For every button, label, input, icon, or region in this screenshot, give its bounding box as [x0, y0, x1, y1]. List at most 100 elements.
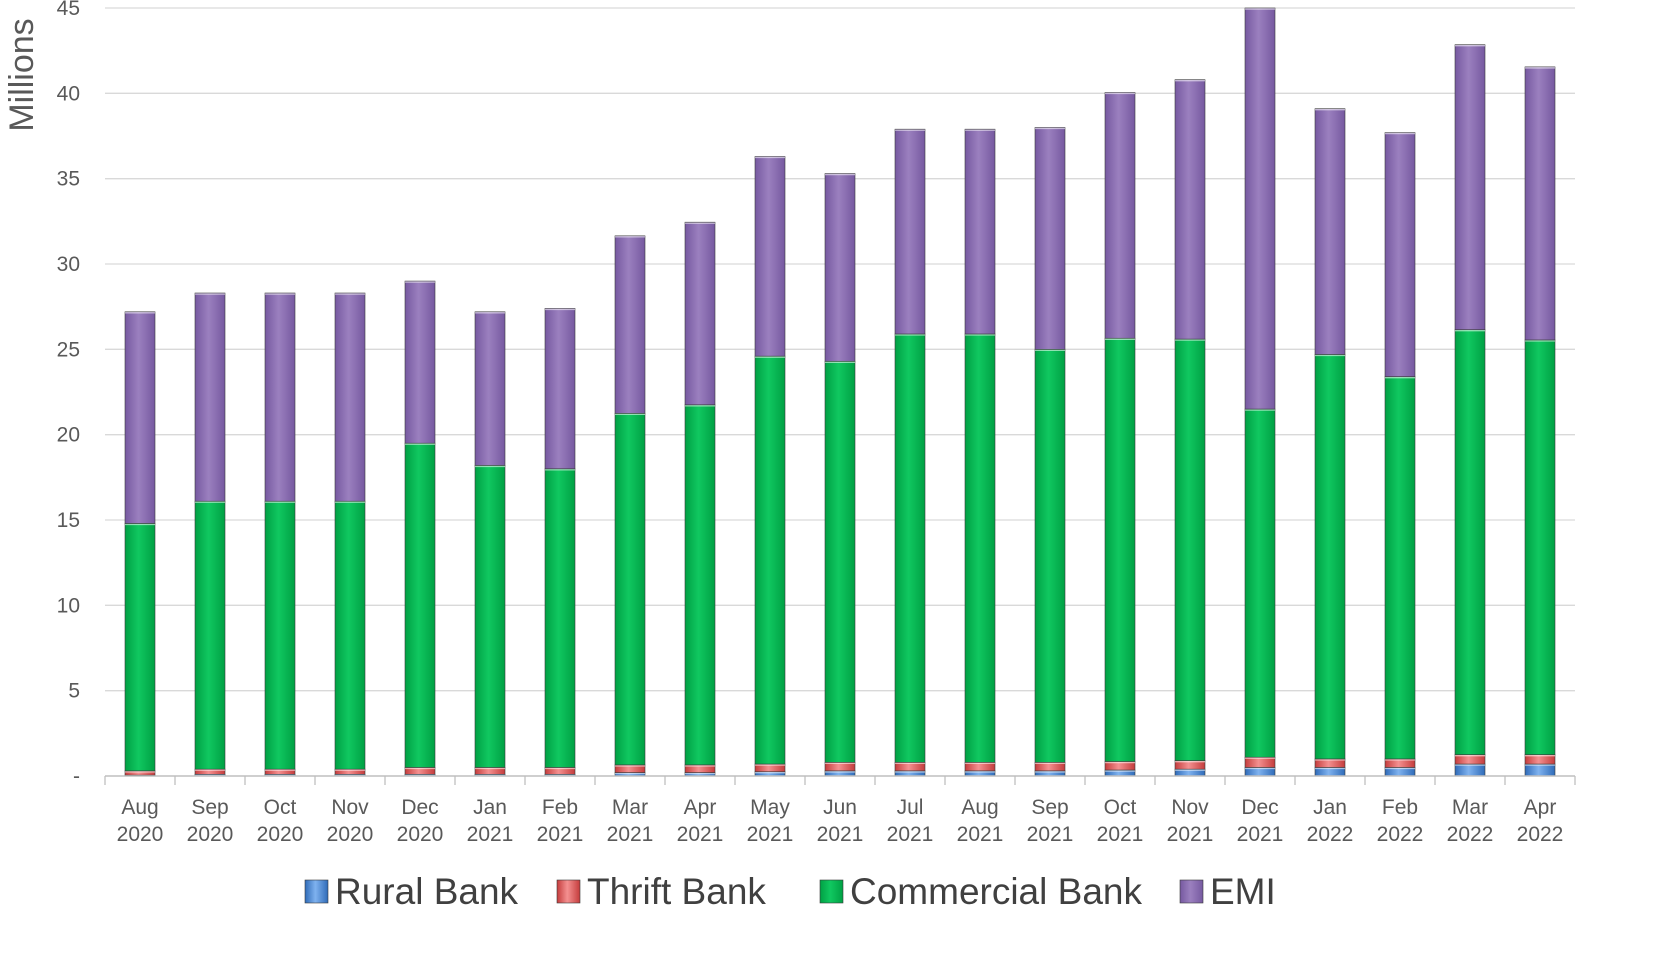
bar-segment-emi: [1034, 127, 1066, 350]
x-tick-year: 2021: [677, 823, 724, 846]
y-axis-ticks: - 5 10 15 20 25 30 35 40 45: [57, 0, 80, 788]
x-tick-month: Feb: [542, 796, 578, 819]
bar-segment-emi: [1174, 79, 1206, 340]
x-axis: [104, 775, 1576, 785]
x-tick-year: 2020: [257, 823, 304, 846]
x-tick-year: 2021: [1027, 823, 1074, 846]
x-tick-label: Sep 2020: [187, 796, 234, 846]
bar-stack: [1034, 127, 1066, 777]
bar-stack: [544, 308, 576, 777]
legend-label: Thrift Bank: [587, 871, 766, 912]
bar-stack: [964, 128, 996, 777]
x-tick-label: Jan 2022: [1307, 796, 1354, 846]
x-tick-label: Jul 2021: [887, 796, 934, 846]
bar-stack: [684, 221, 716, 777]
x-tick-year: 2022: [1517, 823, 1564, 846]
x-tick-year: 2021: [1237, 823, 1284, 846]
x-tick-month: Sep: [1031, 796, 1068, 819]
y-axis-title: Millions: [3, 18, 41, 131]
x-tick-month: May: [750, 796, 790, 819]
x-tick-year: 2021: [467, 823, 514, 846]
x-tick-year: 2021: [957, 823, 1004, 846]
x-tick-label: Mar 2022: [1447, 796, 1494, 846]
legend-item: Commercial Bank: [819, 871, 1142, 912]
x-tick-label: Feb 2022: [1377, 796, 1424, 846]
bar-segment-emi: [264, 292, 296, 502]
bar-stack: [264, 292, 296, 777]
bar-stack: [824, 173, 856, 777]
x-tick-year: 2022: [1307, 823, 1354, 846]
bar-segment-commercial-bank: [1104, 337, 1136, 762]
bar-segment-emi: [824, 173, 856, 362]
bar-segment-commercial-bank: [614, 413, 646, 766]
bar-segment-commercial-bank: [894, 333, 926, 763]
x-tick-label: Jun 2021: [817, 796, 864, 846]
bar-segment-commercial-bank: [1174, 338, 1206, 761]
legend-item: EMI: [1179, 871, 1276, 912]
legend-label: Rural Bank: [335, 871, 519, 912]
bar-stack: [404, 280, 436, 777]
bar-segment-commercial-bank: [1244, 408, 1276, 758]
bar-segment-commercial-bank: [1384, 376, 1416, 760]
bar-stack: [1454, 44, 1486, 777]
bar-segment-commercial-bank: [194, 500, 226, 770]
bar-segment-emi: [1454, 44, 1486, 331]
x-tick-year: 2020: [117, 823, 164, 846]
x-tick-label: Dec 2020: [397, 796, 444, 846]
y-tick-label: 25: [57, 338, 80, 361]
bar-segment-commercial-bank: [1314, 354, 1346, 760]
bar-stack: [1104, 92, 1136, 777]
bar-segment-commercial-bank: [264, 500, 296, 770]
y-tick-label: 30: [57, 253, 80, 276]
bar-segment-commercial-bank: [474, 465, 506, 768]
y-tick-label: 45: [57, 0, 80, 20]
x-tick-month: Nov: [331, 796, 369, 819]
x-tick-label: Apr 2022: [1517, 796, 1564, 846]
bar-stack: [1244, 7, 1276, 777]
legend-item: Thrift Bank: [556, 871, 766, 912]
bar-stack: [474, 311, 506, 777]
bar-segment-commercial-bank: [1524, 339, 1556, 755]
bar-segment-commercial-bank: [124, 523, 156, 772]
bar-stack: [124, 311, 156, 777]
x-axis-ticks: Aug 2020 Sep 2020 Oct 2020 Nov 2020 Dec 2020 Jan 20…: [117, 796, 1564, 846]
y-tick-label: 5: [68, 680, 80, 703]
x-tick-month: Nov: [1171, 796, 1209, 819]
bar-segment-emi: [194, 292, 226, 502]
x-tick-year: 2022: [1377, 823, 1424, 846]
x-tick-label: Oct 2021: [1097, 796, 1144, 846]
x-tick-label: Sep 2021: [1027, 796, 1074, 846]
x-tick-month: Dec: [401, 796, 438, 819]
bar-segment-rural-bank: [1524, 763, 1556, 777]
legend-swatch: [1179, 879, 1204, 904]
x-tick-label: Aug 2021: [957, 796, 1004, 846]
bar-stack: [194, 292, 226, 777]
x-tick-month: Dec: [1241, 796, 1278, 819]
bar-stack: [334, 292, 366, 777]
bar-segment-emi: [894, 128, 926, 335]
x-tick-month: Oct: [1104, 796, 1137, 819]
x-tick-year: 2021: [537, 823, 584, 846]
bar-segment-rural-bank: [1454, 763, 1486, 777]
bar-segment-emi: [964, 128, 996, 335]
x-tick-month: Jan: [473, 796, 507, 819]
x-tick-year: 2020: [187, 823, 234, 846]
bar-segment-emi: [1384, 132, 1416, 377]
x-tick-year: 2021: [817, 823, 864, 846]
bar-segment-emi: [614, 235, 646, 414]
legend-label: EMI: [1210, 871, 1276, 912]
x-tick-month: Apr: [1524, 796, 1557, 819]
legend-swatch: [556, 879, 581, 904]
bar-segment-emi: [1314, 108, 1346, 355]
bar-segment-commercial-bank: [404, 442, 436, 768]
x-tick-month: Aug: [121, 796, 158, 819]
bar-stack: [1524, 66, 1556, 777]
y-tick-label: 20: [57, 424, 80, 447]
y-axis-label: Millions: [3, 18, 41, 131]
bar-segment-commercial-bank: [334, 500, 366, 770]
y-tick-label: 10: [57, 594, 80, 617]
bar-segment-emi: [124, 311, 156, 524]
bar-segment-emi: [404, 280, 436, 444]
bar-stack: [894, 128, 926, 777]
bar-segment-emi: [684, 221, 716, 406]
